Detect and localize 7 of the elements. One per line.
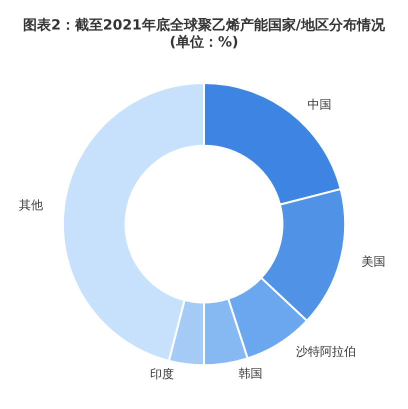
slice-label: 印度 [150,367,174,382]
chart-title: 图表2：截至2021年底全球聚乙烯产能国家/地区分布情况 (单位：%) [23,16,386,50]
slice-label: 中国 [308,98,332,112]
slice-label: 沙特阿拉伯 [296,344,356,359]
slice-label: 其他 [19,198,44,212]
slice-label: 韩国 [238,366,263,380]
slice-label: 美国 [361,254,386,269]
